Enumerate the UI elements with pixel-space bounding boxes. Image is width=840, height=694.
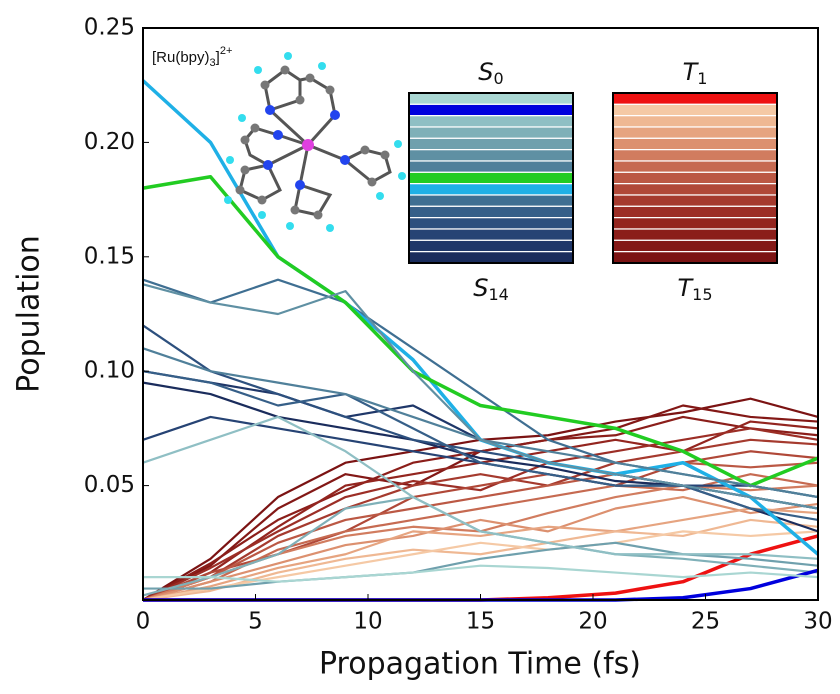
molecule: [224, 52, 406, 232]
legend-swatch: [409, 150, 573, 161]
legend-subscript: 14: [488, 285, 508, 304]
legend-swatch: [613, 116, 777, 127]
legend-swatch: [409, 104, 573, 115]
legend-label: S0: [478, 58, 503, 88]
legend-label: T1: [683, 58, 708, 88]
legend-swatch: [409, 116, 573, 127]
legend-label: S14: [473, 274, 509, 304]
x-tick-label: 5: [248, 609, 263, 635]
y-tick-label: 0.15: [84, 243, 135, 269]
x-tick-label: 0: [136, 609, 151, 635]
legend-swatch: [409, 127, 573, 138]
legend-swatch: [409, 172, 573, 183]
legend-swatch: [409, 229, 573, 240]
legend-swatch: [613, 206, 777, 217]
legend-swatch: [409, 195, 573, 206]
x-tick-label: 10: [353, 609, 382, 635]
y-tick-label: 0.05: [84, 472, 135, 498]
legend-swatch: [409, 218, 573, 229]
legend-swatch: [613, 172, 777, 183]
legend-swatch: [613, 184, 777, 195]
chart: Propagation Time (fs) Population [Ru(bpy…: [0, 0, 840, 694]
legend-swatch: [409, 161, 573, 172]
x-tick-label: 25: [691, 609, 720, 635]
legend-swatch: [409, 240, 573, 251]
x-tick-label: 15: [466, 609, 495, 635]
y-tick-label: 0.25: [84, 15, 135, 41]
legend-swatch: [409, 93, 573, 104]
label-part: [Ru(bpy): [152, 49, 210, 66]
legend-swatch: [613, 138, 777, 149]
legend-label: T15: [677, 274, 712, 304]
legend-swatch: [613, 127, 777, 138]
x-tick-label: 30: [803, 609, 832, 635]
legend-swatch: [613, 252, 777, 263]
legend-symbol: S: [478, 58, 493, 86]
legend-swatch: [613, 229, 777, 240]
series-line: [143, 536, 818, 600]
x-tick-label: 20: [578, 609, 607, 635]
legend-swatch: [613, 195, 777, 206]
legend-swatch: [613, 218, 777, 229]
legend-swatch: [409, 206, 573, 217]
y-axis-label: Population: [12, 235, 47, 393]
legend-subscript: 1: [697, 69, 707, 88]
y-tick-label: 0.20: [84, 129, 135, 155]
legend-swatch: [613, 150, 777, 161]
legend-swatch: [613, 240, 777, 251]
legend-subscript: 15: [692, 285, 712, 304]
legend-swatch: [409, 184, 573, 195]
y-tick-label: 0.10: [84, 358, 135, 384]
legend-symbol: S: [473, 274, 488, 302]
x-axis-label: Propagation Time (fs): [319, 647, 641, 682]
molecule-label: [Ru(bpy)3]2+: [152, 45, 232, 69]
legend-swatch: [613, 161, 777, 172]
legend-swatch: [613, 104, 777, 115]
label-superscript: 2+: [220, 45, 233, 57]
legend-swatch: [409, 138, 573, 149]
legend-subscript: 0: [494, 69, 504, 88]
legend-swatch: [409, 252, 573, 263]
legend-swatch: [613, 93, 777, 104]
